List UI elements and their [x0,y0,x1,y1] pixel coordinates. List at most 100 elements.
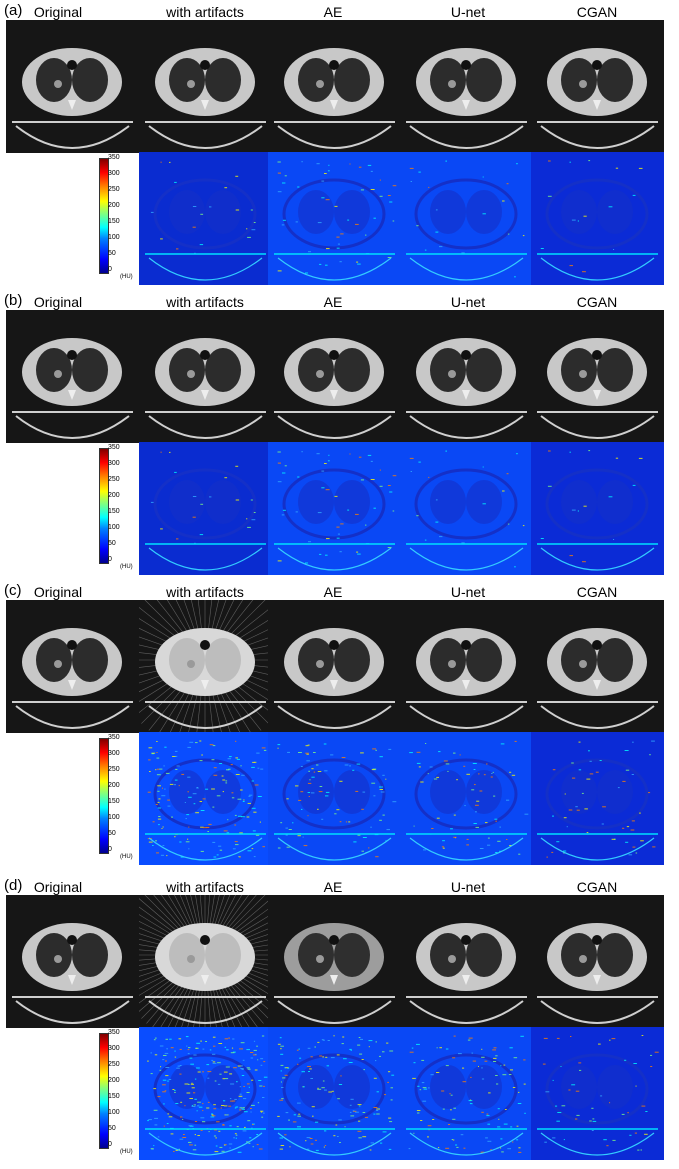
colorbar-tick-label: 350 [108,734,120,741]
colorbar-tick-label: 100 [108,524,120,531]
colorbar-tick-label: 150 [108,1093,120,1100]
colorbar-tick-label: 350 [108,1029,120,1036]
colorbar [99,158,109,274]
ct-image-tile [400,600,533,733]
ct-image-tile [139,600,272,733]
column-title: AE [323,4,343,20]
difference-map-tile [139,152,272,285]
column-title: CGAN [576,879,618,895]
ct-image-tile [531,895,664,1028]
figure-panel: (d) Original with artifacts [0,875,679,1165]
panel-label: (c) [4,582,22,599]
colorbar-tick-label: 300 [108,170,120,177]
ct-image-tile [139,310,272,443]
column-title: U-net [450,584,486,600]
ct-image-tile [268,895,401,1028]
colorbar-unit: (HU) [120,564,133,570]
figure-panel: (b) Original with artifacts [0,290,679,580]
ct-image-tile [400,310,533,443]
ct-image-tile [531,20,664,153]
column-title: Original [33,879,83,895]
ct-image-tile [139,895,272,1028]
difference-map-tile [531,442,664,575]
colorbar-tick-label: 150 [108,798,120,805]
column-title: U-net [450,879,486,895]
colorbar-tick-label: 350 [108,444,120,451]
column-title: CGAN [576,584,618,600]
ct-image-tile [6,20,139,153]
colorbar-tick-label: 150 [108,508,120,515]
difference-map-tile [268,442,401,575]
ct-image-tile [400,20,533,153]
difference-map-tile [531,732,664,865]
colorbar-unit: (HU) [120,854,133,860]
ct-image-tile [268,600,401,733]
column-title: Original [33,4,83,20]
colorbar-tick-label: 250 [108,1061,120,1068]
colorbar-tick-label: 100 [108,1109,120,1116]
colorbar-tick-label: 100 [108,234,120,241]
ct-image-tile [6,895,139,1028]
colorbar [99,448,109,564]
colorbar-tick-label: 50 [108,830,116,837]
difference-map-tile [268,732,401,865]
column-title: with artifacts [166,879,244,895]
column-title: U-net [450,294,486,310]
colorbar-tick-label: 0 [108,266,112,273]
colorbar-tick-label: 50 [108,1125,116,1132]
colorbar-tick-label: 300 [108,460,120,467]
ct-image-tile [531,310,664,443]
colorbar-tick-label: 250 [108,186,120,193]
column-title: AE [323,294,343,310]
ct-image-tile [268,310,401,443]
colorbar-tick-label: 200 [108,1077,120,1084]
difference-map-tile [268,1027,401,1160]
column-title: with artifacts [166,584,244,600]
difference-map-tile [139,1027,272,1160]
column-title: CGAN [576,4,618,20]
ct-image-tile [6,600,139,733]
column-title: Original [33,294,83,310]
colorbar-tick-label: 350 [108,154,120,161]
colorbar-tick-label: 50 [108,250,116,257]
ct-image-tile [268,20,401,153]
ct-image-tile [139,20,272,153]
figure-panel: (a) Original with artifacts [0,0,679,290]
colorbar-unit: (HU) [120,1149,133,1155]
colorbar [99,738,109,854]
column-title: CGAN [576,294,618,310]
column-title: with artifacts [166,294,244,310]
difference-map-tile [400,442,533,575]
difference-map-tile [268,152,401,285]
panel-label: (a) [4,2,23,19]
column-title: AE [323,879,343,895]
column-title: U-net [450,4,486,20]
colorbar-tick-label: 200 [108,202,120,209]
colorbar-unit: (HU) [120,274,133,280]
colorbar-tick-label: 0 [108,846,112,853]
colorbar-tick-label: 200 [108,782,120,789]
difference-map-tile [139,442,272,575]
column-title: AE [323,584,343,600]
ct-image-tile [531,600,664,733]
colorbar-tick-label: 300 [108,1045,120,1052]
colorbar-tick-label: 100 [108,814,120,821]
colorbar-tick-label: 250 [108,766,120,773]
difference-map-tile [400,152,533,285]
difference-map-tile [400,732,533,865]
difference-map-tile [531,152,664,285]
colorbar-tick-label: 250 [108,476,120,483]
column-title: Original [33,584,83,600]
colorbar-tick-label: 0 [108,1141,112,1148]
ct-image-tile [6,310,139,443]
colorbar-tick-label: 0 [108,556,112,563]
ct-image-tile [400,895,533,1028]
colorbar [99,1033,109,1149]
difference-map-tile [531,1027,664,1160]
colorbar-tick-label: 150 [108,218,120,225]
panel-label: (b) [4,292,23,309]
column-title: with artifacts [166,4,244,20]
figure-panel: (c) Original with artifacts [0,580,679,870]
colorbar-tick-label: 200 [108,492,120,499]
colorbar-tick-label: 50 [108,540,116,547]
